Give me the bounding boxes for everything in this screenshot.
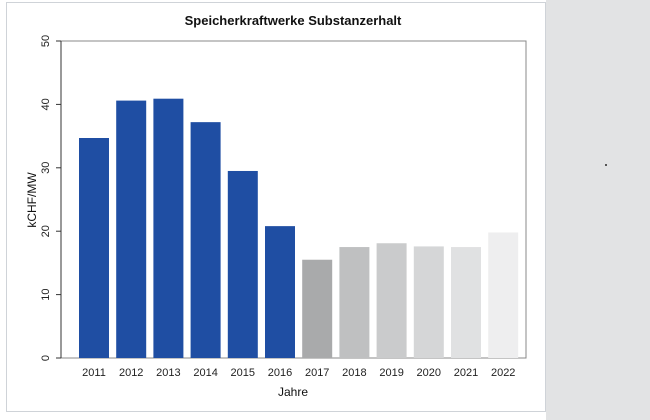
y-axis: 0 10 20 30 40 50 bbox=[40, 35, 61, 361]
x-tick-label: 2020 bbox=[417, 367, 441, 379]
y-tick-label: 10 bbox=[40, 288, 52, 300]
x-tick-label: 2012 bbox=[119, 367, 143, 379]
x-tick-label: 2018 bbox=[342, 367, 366, 379]
bar-2012 bbox=[116, 100, 147, 358]
y-tick-label: 20 bbox=[40, 225, 52, 237]
y-axis-label: kCHF/MW bbox=[25, 172, 39, 228]
bar-2015 bbox=[227, 170, 258, 358]
x-tick-label: 2011 bbox=[82, 367, 106, 379]
y-tick-label: 50 bbox=[40, 35, 52, 47]
x-tick-label: 2019 bbox=[379, 367, 403, 379]
x-tick-label: 2022 bbox=[491, 367, 515, 379]
x-tick-label: 2021 bbox=[454, 367, 478, 379]
bar-2018 bbox=[339, 247, 370, 358]
bar-2013 bbox=[153, 98, 184, 358]
bar-2011 bbox=[79, 138, 109, 358]
x-axis-label: Jahre bbox=[278, 385, 308, 399]
bars bbox=[79, 98, 519, 358]
bar-2014 bbox=[190, 122, 221, 358]
bar-2021 bbox=[451, 247, 481, 358]
bar-2022 bbox=[488, 232, 519, 358]
x-tick-label: 2016 bbox=[268, 367, 292, 379]
x-axis: 2011 2012 2013 2014 2015 2016 2017 2018 2019 2020… bbox=[82, 367, 515, 379]
side-panel bbox=[546, 0, 650, 420]
x-tick-label: 2015 bbox=[231, 367, 255, 379]
bar-2019 bbox=[376, 243, 407, 358]
x-tick-label: 2017 bbox=[305, 367, 329, 379]
y-tick-label: 40 bbox=[40, 98, 52, 110]
stray-dot bbox=[605, 164, 607, 166]
x-tick-label: 2014 bbox=[193, 367, 217, 379]
chart-title: Speicherkraftwerke Substanzerhalt bbox=[185, 13, 402, 28]
bar-2016 bbox=[265, 226, 295, 358]
x-tick-label: 2013 bbox=[156, 367, 180, 379]
bar-2017 bbox=[302, 259, 333, 358]
y-tick-label: 30 bbox=[40, 162, 52, 174]
bar-2020 bbox=[413, 246, 444, 358]
y-tick-label: 0 bbox=[40, 355, 52, 361]
